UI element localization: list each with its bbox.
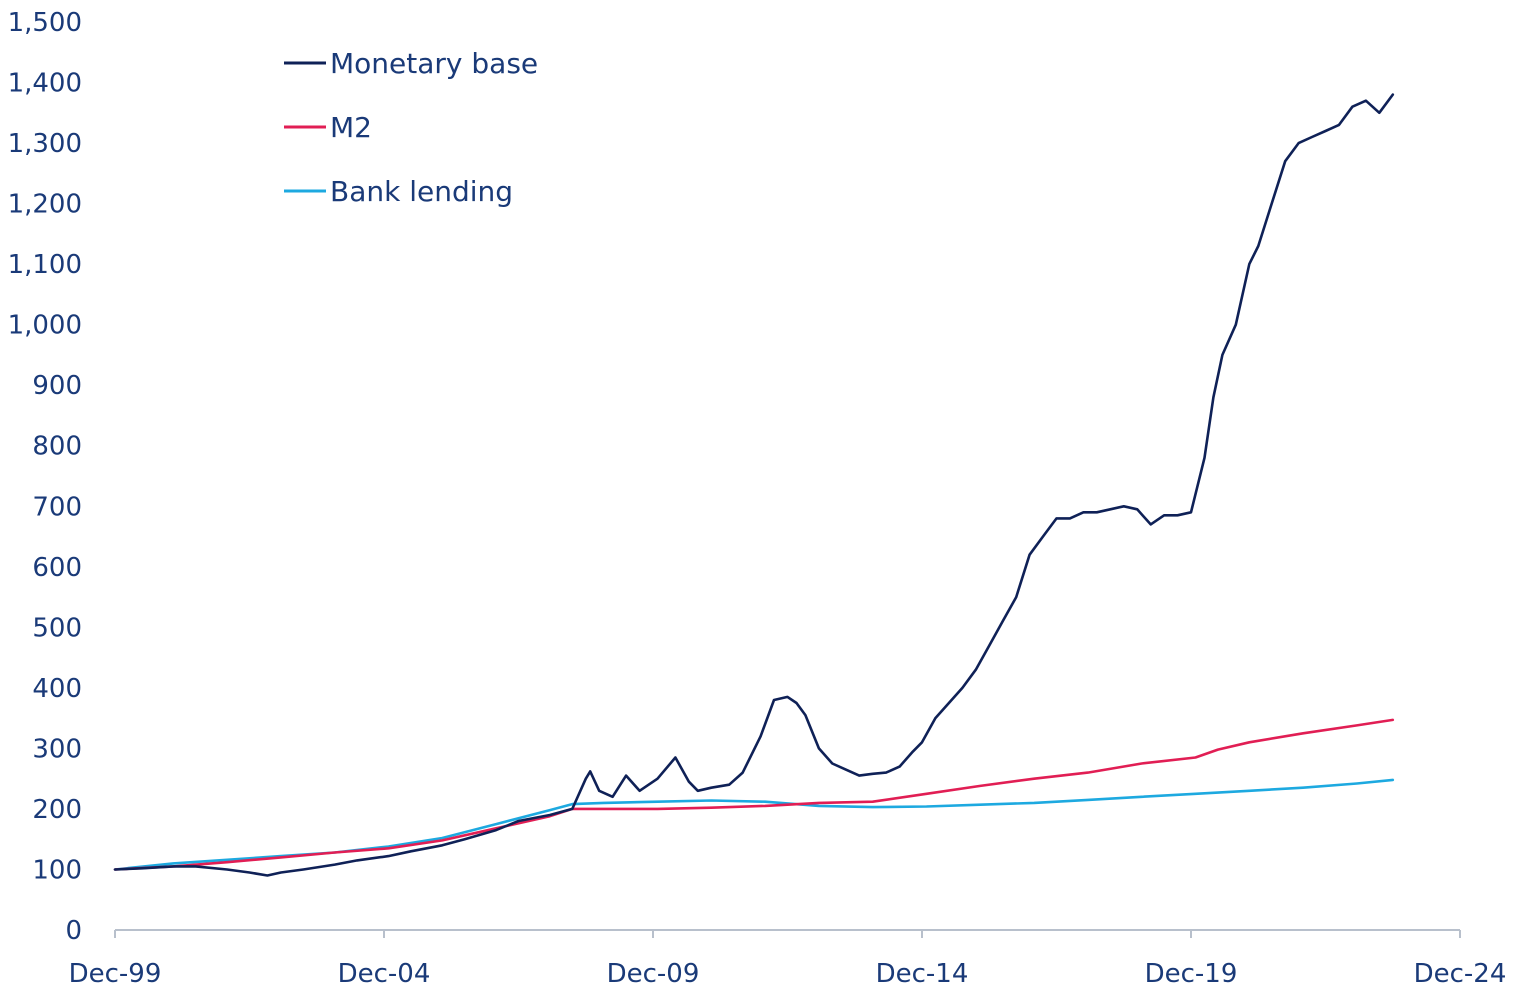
x-tick-label: Dec-09 — [607, 959, 700, 989]
x-tick-label: Dec-14 — [876, 959, 969, 989]
y-tick-label: 800 — [32, 432, 82, 462]
legend-label-m2: M2 — [330, 111, 372, 144]
y-tick-label: 100 — [32, 855, 82, 885]
y-axis: 0 100 200 300 400 500 600 700 800 900 1,000 1,100 1,… — [8, 8, 82, 946]
y-tick-label: 1,200 — [8, 190, 82, 220]
x-tick-label: Dec-04 — [338, 959, 431, 989]
series-line-monetary-base — [113, 93, 1395, 877]
y-tick-label: 900 — [32, 371, 82, 401]
y-tick-label: 400 — [32, 674, 82, 704]
legend: Monetary base M2 Bank lending — [284, 47, 538, 208]
legend-label-monetary-base: Monetary base — [330, 47, 538, 80]
y-tick-label: 1,000 — [8, 311, 82, 341]
y-tick-label: 700 — [32, 492, 82, 522]
y-tick-label: 500 — [32, 613, 82, 643]
y-tick-label: 200 — [32, 795, 82, 825]
y-tick-label: 300 — [32, 734, 82, 764]
x-tick-label: Dec-24 — [1414, 959, 1507, 989]
y-tick-label: 600 — [32, 553, 82, 583]
y-tick-label: 1,400 — [8, 69, 82, 99]
x-tick-label: Dec-99 — [69, 959, 162, 989]
series-group — [113, 93, 1395, 877]
y-tick-label: 1,300 — [8, 129, 82, 159]
x-axis: Dec-99 Dec-04 Dec-09 Dec-14 Dec-19 Dec-24 — [69, 929, 1507, 989]
x-tick-label: Dec-19 — [1145, 959, 1238, 989]
y-tick-label: 1,500 — [8, 8, 82, 38]
series-line-m2 — [113, 718, 1395, 871]
y-tick-label: 0 — [65, 916, 82, 946]
legend-label-bank-lending: Bank lending — [330, 175, 513, 208]
y-tick-label: 1,100 — [8, 250, 82, 280]
